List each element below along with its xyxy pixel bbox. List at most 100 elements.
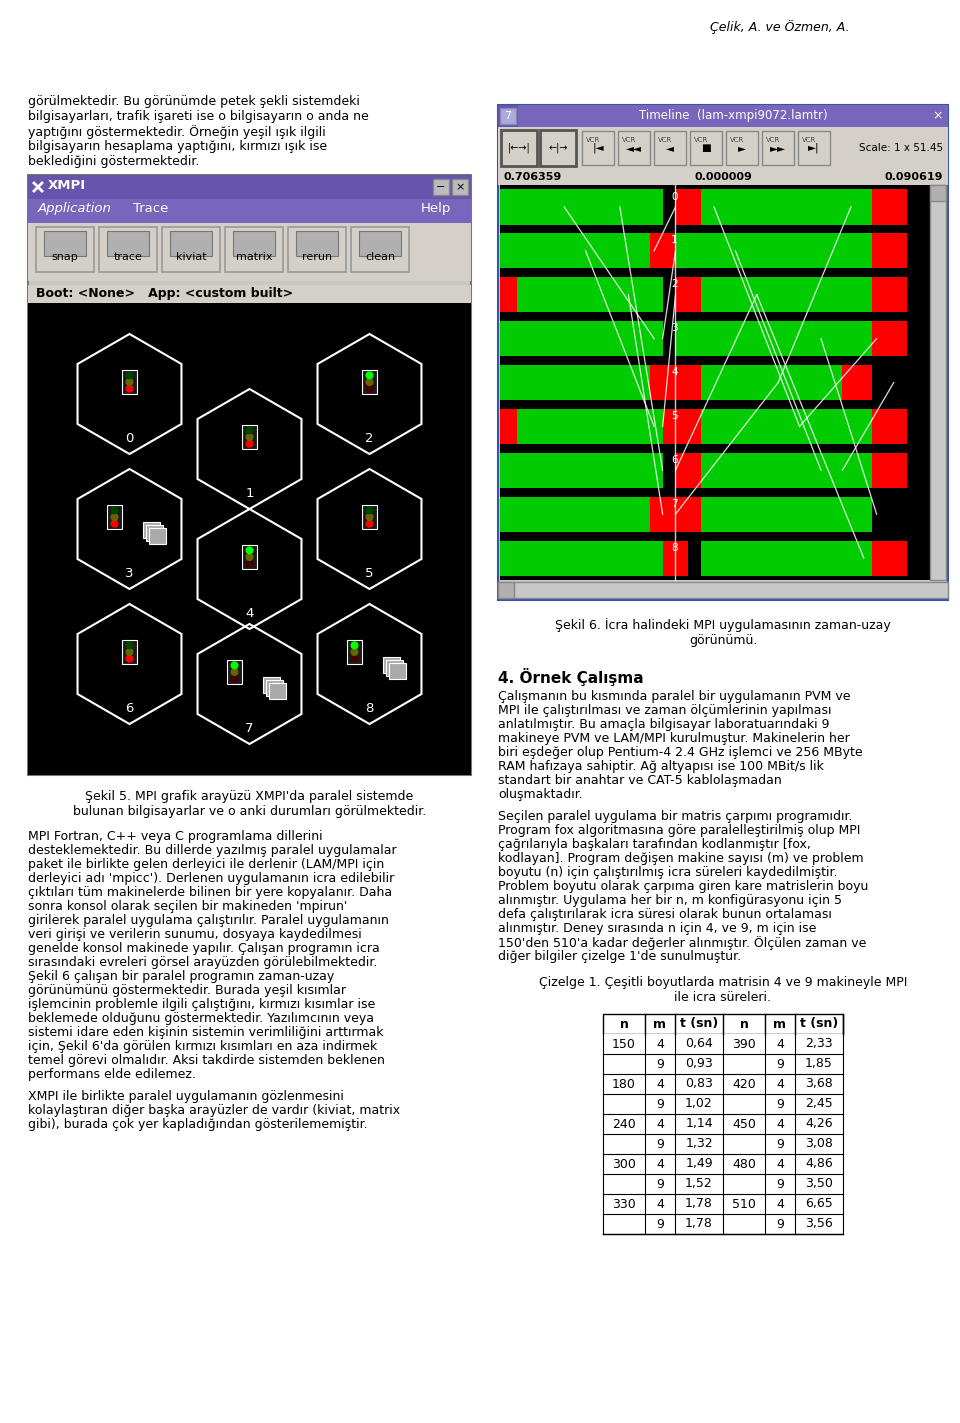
Bar	[517, 408, 662, 444]
Text: 1,14: 1,14	[685, 1117, 713, 1130]
Text: ←|→: ←|→	[548, 142, 567, 154]
Bar	[873, 541, 906, 576]
Bar	[603, 1054, 843, 1074]
Bar	[676, 233, 873, 269]
Bar	[107, 505, 122, 529]
Circle shape	[126, 656, 132, 662]
Text: temel görevi olmalıdır. Aksi takdirde sistemden beklenen: temel görevi olmalıdır. Aksi takdirde si…	[28, 1054, 385, 1067]
Text: 0.706359: 0.706359	[503, 172, 562, 182]
Bar	[146, 525, 163, 541]
Bar	[263, 677, 280, 693]
Bar	[662, 277, 676, 312]
Bar	[654, 131, 686, 165]
Text: XMPI: XMPI	[48, 179, 86, 192]
Text: 9: 9	[776, 1218, 784, 1231]
Bar	[676, 497, 701, 532]
Circle shape	[246, 554, 252, 561]
Bar	[701, 364, 843, 400]
Circle shape	[246, 561, 252, 566]
Text: sonra konsol olarak seçilen bir makineden 'mpirun': sonra konsol olarak seçilen bir makinede…	[28, 899, 348, 914]
Text: 6: 6	[126, 702, 133, 714]
Text: 4: 4	[776, 1037, 784, 1050]
Text: 0: 0	[671, 192, 678, 202]
Bar	[762, 131, 794, 165]
Text: 0,64: 0,64	[685, 1037, 713, 1050]
Text: Scale: 1 x 51.45: Scale: 1 x 51.45	[859, 142, 943, 154]
Text: için, Şekil 6'da görülen kırmızı kısımları en aza indirmek: için, Şekil 6'da görülen kırmızı kısımla…	[28, 1040, 377, 1053]
Text: 4: 4	[776, 1157, 784, 1171]
Bar	[242, 425, 257, 448]
Circle shape	[231, 669, 238, 676]
Bar	[386, 660, 403, 676]
Bar	[662, 541, 688, 576]
Text: sırasındaki evreleri görsel arayüzden görülebilmektedir.: sırasındaki evreleri görsel arayüzden gö…	[28, 956, 377, 969]
Bar	[498, 169, 948, 185]
Bar	[873, 453, 906, 488]
Bar	[28, 223, 471, 280]
Bar	[518, 105, 948, 127]
Bar	[603, 1214, 843, 1234]
Bar	[603, 1114, 843, 1134]
Text: 2: 2	[365, 433, 373, 445]
Bar	[389, 663, 406, 679]
Bar	[170, 231, 212, 256]
Text: 1,78: 1,78	[685, 1198, 713, 1211]
Circle shape	[366, 507, 372, 514]
Circle shape	[351, 642, 358, 649]
Bar	[873, 408, 906, 444]
Bar	[225, 228, 283, 272]
Text: 7: 7	[671, 499, 678, 509]
Text: snap: snap	[52, 252, 79, 262]
Text: 4,86: 4,86	[805, 1157, 833, 1171]
Text: 9: 9	[656, 1137, 664, 1151]
Bar	[701, 277, 873, 312]
Text: MPI ile çalıştırılması ve zaman ölçümlerinin yapılması: MPI ile çalıştırılması ve zaman ölçümler…	[498, 704, 831, 717]
Bar	[603, 1134, 843, 1154]
Text: anlatılmıştır. Bu amaçla bilgisayar laboratuarındaki 9: anlatılmıştır. Bu amaçla bilgisayar labo…	[498, 719, 829, 731]
Bar	[500, 404, 928, 448]
Text: çağrılarıyla başkaları tarafından kodlanmıştır [fox,: çağrılarıyla başkaları tarafından kodlan…	[498, 838, 811, 851]
Circle shape	[246, 440, 252, 447]
Bar	[28, 285, 471, 303]
Bar	[351, 228, 409, 272]
Text: 9: 9	[656, 1177, 664, 1191]
Text: 1,52: 1,52	[685, 1177, 713, 1191]
Text: rerun: rerun	[302, 252, 332, 262]
Text: 9: 9	[656, 1057, 664, 1070]
Bar	[582, 131, 614, 165]
Text: 300: 300	[612, 1157, 636, 1171]
Circle shape	[246, 434, 252, 440]
Bar	[498, 582, 948, 598]
Text: VCR: VCR	[802, 137, 816, 142]
Text: |◄: |◄	[592, 142, 604, 154]
Text: 5: 5	[365, 566, 373, 581]
Circle shape	[111, 521, 118, 527]
Text: 4: 4	[776, 1198, 784, 1211]
Circle shape	[366, 514, 372, 521]
Bar	[107, 231, 149, 256]
Text: Timeline  (lam-xmpi9072.lamtr): Timeline (lam-xmpi9072.lamtr)	[638, 110, 828, 122]
Bar	[701, 453, 873, 488]
Text: ×: ×	[455, 182, 465, 192]
Text: Help: Help	[421, 202, 451, 215]
Text: görünümü.: görünümü.	[689, 635, 757, 647]
Text: görülmektedir. Bu görünümde petek şekli sistemdeki: görülmektedir. Bu görünümde petek şekli …	[28, 95, 360, 108]
Bar	[347, 640, 362, 665]
Text: 1: 1	[245, 487, 253, 499]
Text: 3: 3	[125, 566, 133, 581]
Text: kiviat: kiviat	[176, 252, 206, 262]
Bar	[873, 277, 906, 312]
Text: oluşmaktadır.: oluşmaktadır.	[498, 788, 583, 801]
Circle shape	[111, 514, 118, 521]
Bar	[500, 273, 928, 317]
Bar	[227, 660, 242, 684]
Text: 4. Örnek Çalışma: 4. Örnek Çalışma	[498, 667, 643, 686]
Bar	[930, 185, 946, 201]
Text: Şekil 6. İcra halindeki MPI uygulamasının zaman-uzay: Şekil 6. İcra halindeki MPI uygulamasını…	[555, 618, 891, 632]
Text: VCR: VCR	[586, 137, 600, 142]
Text: 2,33: 2,33	[805, 1037, 833, 1050]
Text: Trace: Trace	[133, 202, 168, 215]
Bar	[99, 228, 157, 272]
Text: 330: 330	[612, 1198, 636, 1211]
Text: derleyici adı 'mpicc'). Derlenen uygulamanın icra edilebilir: derleyici adı 'mpicc'). Derlenen uygulam…	[28, 872, 395, 885]
